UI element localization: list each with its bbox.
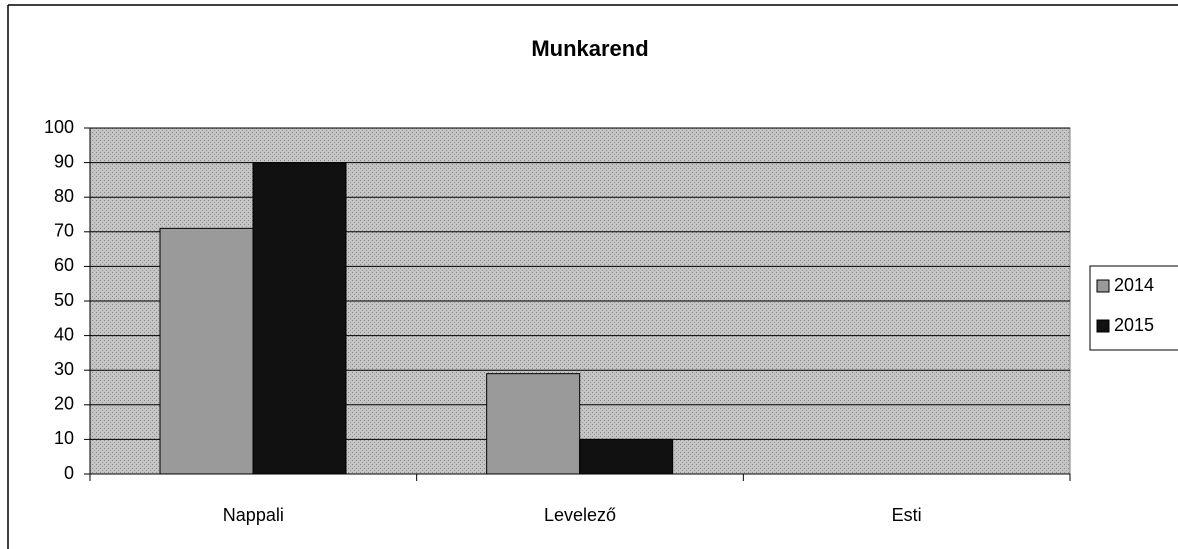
legend-label: 2015 [1114,315,1154,335]
legend-swatch [1096,279,1110,293]
bar [159,227,254,475]
y-tick-label: 90 [54,151,74,171]
bar [252,162,347,475]
legend-label: 2014 [1114,275,1154,295]
y-tick-label: 80 [54,186,74,206]
y-tick-label: 0 [64,463,74,483]
y-tick-label: 60 [54,255,74,275]
chart-title: Munkarend [531,36,648,61]
y-tick-label: 10 [54,428,74,448]
y-tick-label: 20 [54,394,74,414]
y-tick-label: 70 [54,221,74,241]
y-tick-label: 30 [54,359,74,379]
y-tick-label: 50 [54,290,74,310]
y-tick-label: 100 [44,117,74,137]
legend-swatch [1096,319,1110,333]
x-tick-label: Nappali [223,505,284,525]
y-tick-label: 40 [54,324,74,344]
x-tick-label: Esti [892,505,922,525]
bar [486,373,581,475]
bar [579,438,674,475]
x-tick-label: Levelező [544,505,616,525]
